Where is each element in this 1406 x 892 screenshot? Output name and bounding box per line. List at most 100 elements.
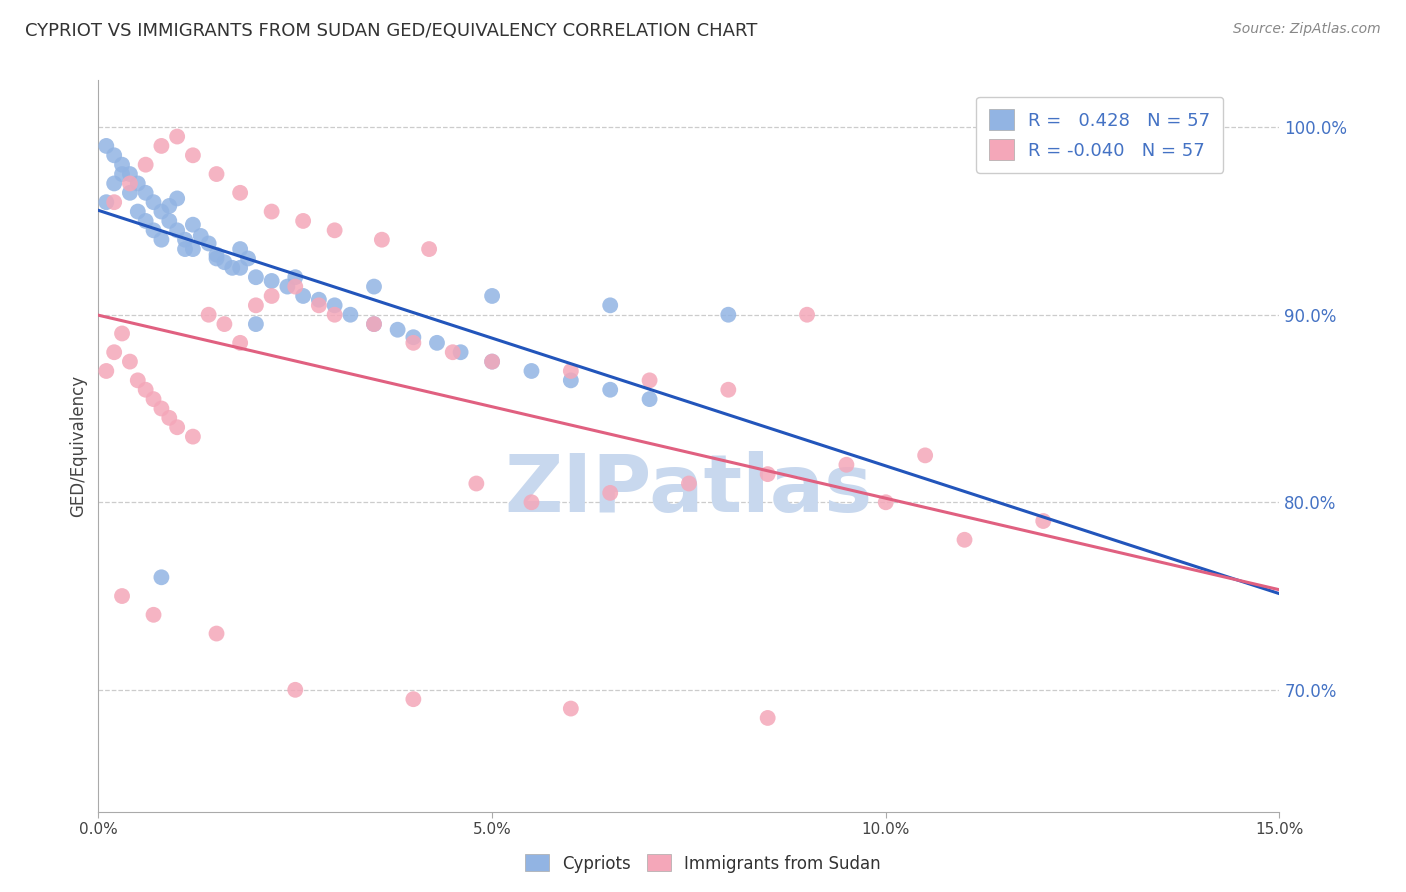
Point	[323, 308, 346, 322]
Point	[181, 148, 204, 162]
Point	[118, 177, 141, 191]
Point	[363, 317, 385, 331]
Point	[308, 293, 330, 307]
Point	[111, 326, 134, 341]
Point	[157, 199, 180, 213]
Point	[205, 167, 228, 181]
Point	[363, 317, 385, 331]
Point	[678, 476, 700, 491]
Point	[560, 701, 582, 715]
Point	[150, 570, 173, 584]
Point	[135, 383, 157, 397]
Point	[103, 345, 125, 359]
Point	[150, 204, 173, 219]
Point	[323, 298, 346, 312]
Point	[953, 533, 976, 547]
Point	[166, 191, 188, 205]
Point	[465, 476, 488, 491]
Point	[157, 410, 180, 425]
Point	[339, 308, 361, 322]
Point	[150, 139, 173, 153]
Point	[127, 204, 149, 219]
Point	[111, 158, 134, 172]
Point	[118, 167, 141, 181]
Point	[205, 252, 228, 266]
Point	[245, 317, 267, 331]
Point	[190, 229, 212, 244]
Point	[284, 682, 307, 697]
Point	[103, 148, 125, 162]
Point	[181, 242, 204, 256]
Point	[875, 495, 897, 509]
Point	[166, 129, 188, 144]
Point	[276, 279, 298, 293]
Point	[214, 255, 236, 269]
Point	[260, 204, 283, 219]
Point	[323, 223, 346, 237]
Point	[481, 354, 503, 368]
Point	[402, 335, 425, 350]
Point	[229, 260, 252, 275]
Point	[229, 242, 252, 256]
Point	[914, 449, 936, 463]
Y-axis label: GED/Equivalency: GED/Equivalency	[69, 375, 87, 517]
Point	[599, 486, 621, 500]
Legend: Cypriots, Immigrants from Sudan: Cypriots, Immigrants from Sudan	[519, 847, 887, 880]
Point	[127, 177, 149, 191]
Point	[284, 279, 307, 293]
Point	[142, 195, 165, 210]
Point	[245, 270, 267, 285]
Point	[520, 364, 543, 378]
Point	[150, 401, 173, 416]
Point	[441, 345, 464, 359]
Point	[599, 383, 621, 397]
Point	[111, 589, 134, 603]
Point	[166, 420, 188, 434]
Point	[142, 392, 165, 406]
Point	[835, 458, 858, 472]
Point	[229, 186, 252, 200]
Point	[292, 289, 315, 303]
Point	[402, 330, 425, 344]
Point	[135, 214, 157, 228]
Point	[96, 364, 118, 378]
Point	[387, 323, 409, 337]
Point	[96, 139, 118, 153]
Point	[245, 298, 267, 312]
Point	[150, 233, 173, 247]
Point	[197, 236, 219, 251]
Point	[181, 218, 204, 232]
Point	[260, 289, 283, 303]
Point	[717, 308, 740, 322]
Point	[127, 373, 149, 387]
Point	[118, 354, 141, 368]
Point	[796, 308, 818, 322]
Point	[717, 383, 740, 397]
Point	[111, 167, 134, 181]
Point	[166, 223, 188, 237]
Point	[181, 429, 204, 443]
Point	[560, 364, 582, 378]
Text: ZIPatlas: ZIPatlas	[505, 450, 873, 529]
Point	[174, 242, 197, 256]
Point	[638, 392, 661, 406]
Point	[520, 495, 543, 509]
Point	[426, 335, 449, 350]
Text: CYPRIOT VS IMMIGRANTS FROM SUDAN GED/EQUIVALENCY CORRELATION CHART: CYPRIOT VS IMMIGRANTS FROM SUDAN GED/EQU…	[25, 22, 758, 40]
Point	[371, 233, 394, 247]
Point	[363, 279, 385, 293]
Point	[205, 248, 228, 262]
Point	[118, 186, 141, 200]
Point	[174, 233, 197, 247]
Text: Source: ZipAtlas.com: Source: ZipAtlas.com	[1233, 22, 1381, 37]
Point	[756, 467, 779, 482]
Point	[638, 373, 661, 387]
Point	[197, 308, 219, 322]
Point	[103, 195, 125, 210]
Point	[418, 242, 440, 256]
Point	[560, 373, 582, 387]
Point	[142, 607, 165, 622]
Point	[308, 298, 330, 312]
Point	[214, 317, 236, 331]
Point	[135, 158, 157, 172]
